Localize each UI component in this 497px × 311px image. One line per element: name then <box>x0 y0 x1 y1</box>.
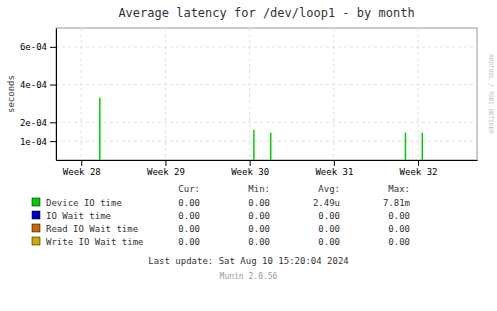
annotation: Munin 2.0.56 <box>220 272 278 281</box>
legend-stat: 0.00 <box>178 211 200 221</box>
tick-mark <box>250 160 251 166</box>
legend-swatch <box>32 224 40 232</box>
tick-mark <box>50 47 56 48</box>
spike <box>99 98 101 160</box>
y-axis: 1e-04 2e-04 4e-04 6e-04 <box>20 29 57 161</box>
grid-line <box>56 84 477 85</box>
title: Average latency for /dev/loop1 - by mont… <box>118 6 414 20</box>
spike <box>253 130 255 160</box>
axis-line <box>56 29 57 161</box>
tick: Week 28 <box>63 160 101 177</box>
tick-mark <box>50 85 56 86</box>
spike <box>270 133 272 160</box>
legend-label: Read IO Wait time <box>46 224 138 234</box>
legend-stat: 7.81m <box>383 198 410 208</box>
tick: 4e-04 <box>20 80 56 90</box>
legend-stat: 0.00 <box>388 237 410 247</box>
tick: Week 30 <box>231 160 269 177</box>
tick: 2e-04 <box>20 118 56 128</box>
tick-mark <box>50 122 56 123</box>
grid <box>56 28 477 160</box>
legend-stat: 0.00 <box>178 198 200 208</box>
legend-stat: 0.00 <box>388 211 410 221</box>
legend-stat: 0.00 <box>248 211 270 221</box>
legend-stat: 0.00 <box>248 198 270 208</box>
legend-stat: 0.00 <box>318 211 340 221</box>
tick-mark <box>81 160 82 166</box>
tick-mark <box>334 160 335 166</box>
plot: 1e-04 2e-04 4e-04 6e-04 Week 28 Week 29 Week 3… <box>20 28 478 177</box>
tick-label: Week 32 <box>400 167 438 177</box>
legend-header: Min: <box>248 184 270 194</box>
legend-label: IO Wait time <box>46 211 111 221</box>
tick: Week 32 <box>400 160 438 177</box>
legend-stat: 0.00 <box>248 237 270 247</box>
tick: Week 29 <box>147 160 185 177</box>
legend-label: Device IO time <box>46 198 122 208</box>
legend-header: Cur: <box>178 184 200 194</box>
legend-swatch <box>32 198 40 206</box>
legend-stat: 0.00 <box>318 224 340 234</box>
legend-stat: 0.00 <box>178 237 200 247</box>
annotation: Last update: Sat Aug 10 15:20:04 2024 <box>148 256 348 266</box>
grid-line <box>56 122 477 123</box>
tick: 1e-04 <box>20 137 56 147</box>
grid-line <box>56 46 477 47</box>
legend: Cur: Min: Avg: Max: Device IO time 0.00 0.00 2.… <box>32 184 410 247</box>
marks <box>100 98 422 160</box>
axis-line <box>57 160 478 161</box>
spike <box>422 133 424 160</box>
legend-stat: 0.00 <box>318 237 340 247</box>
tick-label: 6e-04 <box>20 42 47 52</box>
legend-header: Max: <box>388 184 410 194</box>
tick: Week 31 <box>315 160 353 177</box>
spike <box>405 133 407 160</box>
legend-swatch <box>32 211 40 219</box>
grid-line <box>56 141 477 142</box>
chart: 1e-04 2e-04 4e-04 6e-04 Week 28 Week 29 Week 3… <box>0 0 497 311</box>
tick-mark <box>418 160 419 166</box>
tick-mark <box>50 141 56 142</box>
tick: 6e-04 <box>20 42 56 52</box>
x-axis: Week 28 Week 29 Week 30 Week 31 Week 32 <box>57 160 478 177</box>
y-label: seconds <box>6 75 16 113</box>
tick-label: 4e-04 <box>20 80 47 90</box>
legend-stat: 2.49u <box>313 198 340 208</box>
legend-swatch <box>32 237 40 245</box>
tick-label: Week 30 <box>231 167 269 177</box>
legend-stat: 0.00 <box>248 224 270 234</box>
grid-line <box>249 28 250 160</box>
tick-label: Week 28 <box>63 167 101 177</box>
grid-line <box>165 28 166 160</box>
legend-header: Avg: <box>318 184 340 194</box>
grid-line <box>333 28 334 160</box>
grid-line <box>81 28 82 160</box>
tick-label: 2e-04 <box>20 118 47 128</box>
legend-label: Write IO Wait time <box>46 237 144 247</box>
legend-stat: 0.00 <box>178 224 200 234</box>
tick-mark <box>165 160 166 166</box>
tick-label: 1e-04 <box>20 137 47 147</box>
watermark: RRDTOOL / TOBI OETIKER <box>488 54 495 134</box>
legend-stat: 0.00 <box>388 224 410 234</box>
plot-frame <box>56 28 477 160</box>
tick-label: Week 31 <box>315 167 353 177</box>
tick-label: Week 29 <box>147 167 185 177</box>
grid-line <box>418 28 419 160</box>
